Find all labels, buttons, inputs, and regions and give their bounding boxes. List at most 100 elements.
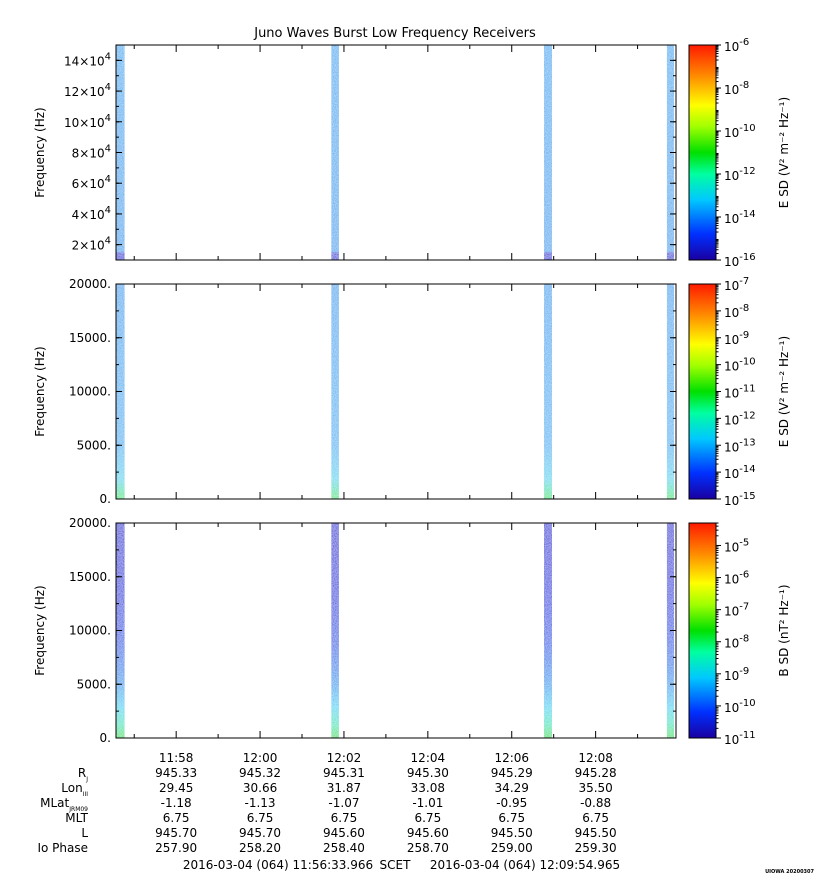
burst-column	[544, 523, 553, 738]
ephemeris-value: 34.29	[495, 781, 529, 795]
y-tick-label: 5000.	[77, 677, 111, 691]
ephemeris-row-label: LonIII	[61, 781, 88, 798]
colorbar-tick-label: 10-16	[724, 252, 756, 269]
x-tick-label: 12:08	[578, 751, 613, 765]
plot-frame	[115, 44, 677, 261]
footer-start-time: 2016-03-04 (064) 11:56:33.966	[183, 858, 373, 872]
colorbar-label: E SD (V² m⁻² Hz⁻¹)	[777, 97, 791, 208]
ephemeris-value: 33.08	[411, 781, 445, 795]
colorbar-tick-label: 10-11	[724, 384, 756, 401]
ephemeris-value: -1.13	[245, 796, 276, 810]
ephemeris-row-label: L	[81, 826, 88, 840]
colorbar-tick-label: 10-10	[724, 123, 756, 140]
colorbar	[688, 44, 717, 261]
y-tick-label: 5000.	[77, 438, 111, 452]
burst-column	[544, 45, 553, 260]
x-tick-label: 11:58	[159, 751, 194, 765]
colorbar-tick-label: 10-14	[724, 464, 756, 481]
ephemeris-value: 29.45	[159, 781, 193, 795]
ephemeris-value: -0.88	[580, 796, 611, 810]
ephemeris-value: 945.33	[155, 766, 197, 780]
ephemeris-value: 6.75	[582, 811, 609, 825]
ephemeris-value: 945.60	[323, 826, 365, 840]
y-tick-label: 2×104	[72, 236, 111, 253]
colorbar-label: B SD (nT² Hz⁻¹)	[777, 584, 791, 676]
colorbar-tick-label: 10-9	[724, 330, 749, 347]
ephemeris-value: 945.70	[155, 826, 197, 840]
plot-frame	[115, 522, 677, 739]
colorbar-tick-label: 10-10	[724, 357, 756, 374]
ephemeris-value: -0.95	[496, 796, 527, 810]
colorbar-tick-label: 10-6	[724, 37, 749, 54]
ephemeris-value: -1.01	[412, 796, 443, 810]
ephemeris-value: 6.75	[414, 811, 441, 825]
x-tick-label: 12:02	[327, 751, 362, 765]
colorbar-tick-label: 10-8	[724, 634, 749, 651]
burst-column	[544, 284, 553, 499]
ephemeris-value: 945.60	[407, 826, 449, 840]
ephemeris-row-label: Io Phase	[37, 841, 88, 855]
y-tick-label: 12×104	[64, 82, 111, 99]
colorbar-tick-label: 10-13	[724, 437, 756, 454]
credit-stamp: UIOWA 20200307	[765, 869, 814, 875]
ephemeris-value: 945.70	[239, 826, 281, 840]
spectrogram-panel-3: 0. 5000. 10000. 15000. 20000. Frequency (Hz) 1…	[33, 516, 791, 747]
spectrogram-panel-2: 0. 5000. 10000. 15000. 20000. Frequency (Hz) 1…	[33, 276, 791, 508]
ephemeris-row-label: MLatJRM09	[40, 796, 88, 813]
colorbar-tick-label: 10-12	[724, 166, 756, 183]
y-tick-label: 20000.	[69, 516, 111, 530]
burst-column	[331, 45, 339, 260]
ephemeris-value: 945.50	[491, 826, 533, 840]
y-tick-label: 6×104	[72, 174, 111, 191]
ephemeris-value: 6.75	[163, 811, 190, 825]
ephemeris-value: 259.00	[491, 841, 533, 855]
ephemeris-value: 258.40	[323, 841, 365, 855]
y-tick-label: 4×104	[72, 205, 111, 222]
y-axis-label: Frequency (Hz)	[33, 107, 47, 198]
y-axis-label: Frequency (Hz)	[33, 585, 47, 676]
ephemeris-value: 6.75	[247, 811, 274, 825]
y-tick-label: 10000.	[69, 385, 111, 399]
ephemeris-row-label: RJ	[78, 766, 88, 783]
ephemeris-value: 31.87	[327, 781, 361, 795]
footer-end-time: 2016-03-04 (064) 12:09:54.965	[430, 858, 620, 872]
colorbar-tick-label: 10-9	[724, 666, 749, 683]
colorbar-tick-label: 10-15	[724, 491, 756, 508]
chart-title: Juno Waves Burst Low Frequency Receivers	[253, 26, 536, 41]
colorbar-tick-label: 10-7	[724, 276, 749, 293]
ephemeris-value: 945.32	[239, 766, 281, 780]
colorbar-label: E SD (V² m⁻² Hz⁻¹)	[777, 336, 791, 447]
y-tick-label: 0.	[100, 492, 111, 506]
colorbar-tick-label: 10-8	[724, 303, 749, 320]
colorbar-tick-label: 10-6	[724, 570, 749, 587]
burst-column	[331, 284, 339, 499]
x-tick-label: 12:04	[411, 751, 446, 765]
y-tick-label: 14×104	[64, 51, 111, 68]
y-tick-label: 20000.	[69, 277, 111, 291]
y-tick-label: 10000.	[69, 624, 111, 638]
colorbar-tick-label: 10-12	[724, 410, 756, 427]
ephemeris-value: 30.66	[243, 781, 277, 795]
colorbar-tick-label: 10-11	[724, 730, 756, 747]
colorbar	[688, 283, 717, 500]
ephemeris-value: -1.18	[161, 796, 192, 810]
y-tick-label: 15000.	[69, 570, 111, 584]
plot-frame	[115, 283, 677, 500]
ephemeris-row-label: MLT	[65, 811, 88, 825]
ephemeris-value: 945.28	[575, 766, 617, 780]
y-axis-label: Frequency (Hz)	[33, 346, 47, 437]
colorbar-tick-label: 10-8	[724, 80, 749, 97]
colorbar	[688, 522, 717, 739]
colorbar-tick-label: 10-10	[724, 698, 756, 715]
burst-column	[331, 523, 339, 738]
ephemeris-value: 259.30	[575, 841, 617, 855]
ephemeris-value: 258.70	[407, 841, 449, 855]
ephemeris-value: 945.31	[323, 766, 365, 780]
ephemeris-value: 6.75	[331, 811, 358, 825]
colorbar-tick-label: 10-14	[724, 209, 756, 226]
ephemeris-value: 35.50	[578, 781, 612, 795]
ephemeris-value: 945.30	[407, 766, 449, 780]
y-tick-label: 10×104	[64, 113, 111, 130]
ephemeris-value: 6.75	[498, 811, 525, 825]
